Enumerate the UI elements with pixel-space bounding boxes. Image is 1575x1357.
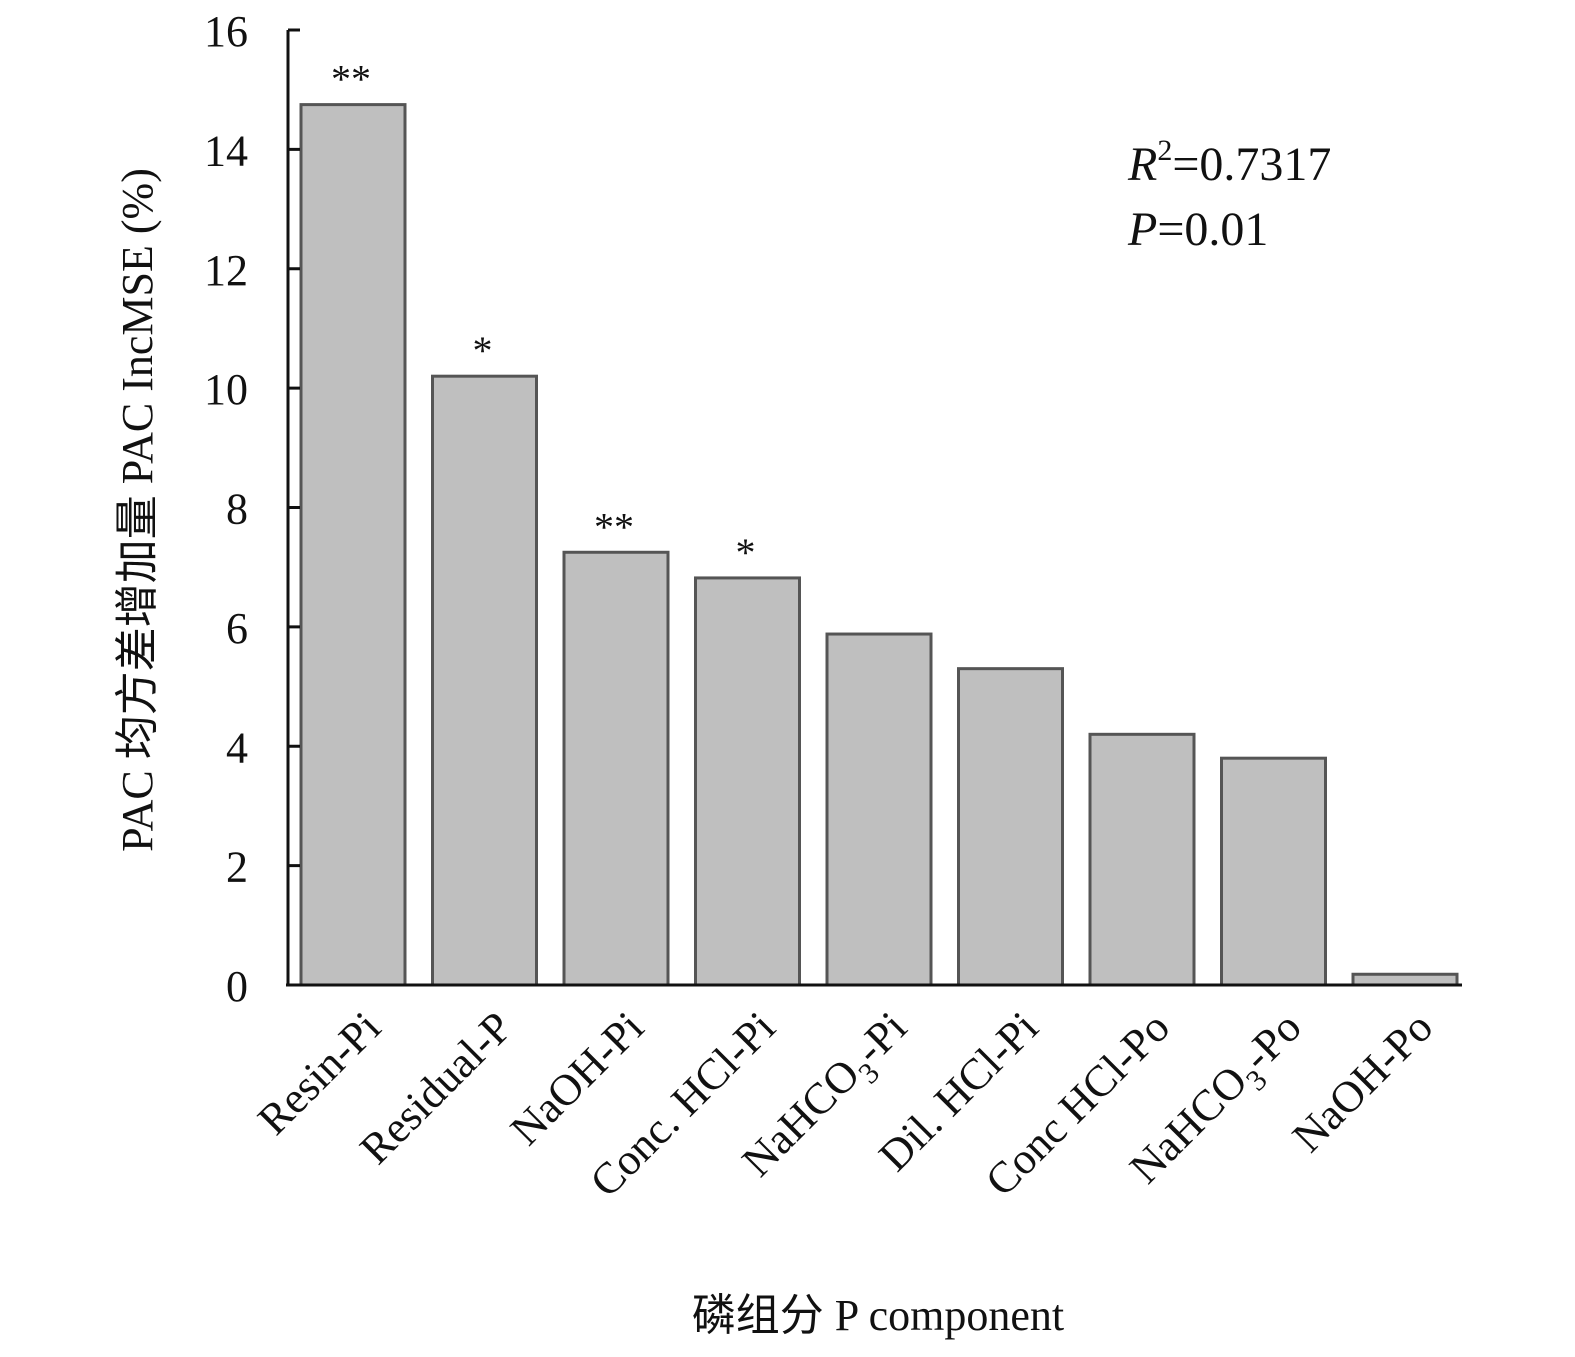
p-value-annotation: P=0.01: [1127, 203, 1268, 256]
significance-marker: **: [331, 57, 371, 102]
y-tick-label: 8: [226, 485, 248, 534]
y-tick-label: 10: [204, 365, 248, 414]
bar: [299, 103, 407, 987]
bar: [1220, 756, 1327, 987]
x-axis-title: 磷组分 P component: [692, 1291, 1064, 1340]
y-tick-label: 16: [204, 7, 248, 56]
bar: [694, 576, 801, 987]
category-label-text: NaHCO: [1120, 1056, 1257, 1193]
x-category-label: NaOH-Po: [1283, 1002, 1442, 1161]
r-superscript: 2: [1157, 134, 1172, 167]
y-axis-title: PAC 均方差增加量 PAC IncMSE (%): [113, 168, 162, 852]
significance-marker: *: [736, 530, 756, 575]
p-value: =0.01: [1157, 203, 1268, 256]
y-tick-label: 6: [226, 604, 248, 653]
significance-marker: *: [473, 328, 493, 373]
y-tick-label: 12: [204, 246, 248, 295]
r-squared-value: =0.7317: [1172, 138, 1331, 191]
bar: [562, 550, 670, 987]
bar: [431, 374, 538, 987]
bar: [1351, 972, 1459, 987]
y-axis-ticks: 0 2 4 6 8 10 12 14 16: [204, 7, 300, 1011]
y-tick-label: 0: [226, 962, 248, 1011]
bar: [825, 632, 933, 987]
p-symbol: P: [1127, 203, 1157, 256]
y-tick-label: 4: [226, 723, 248, 772]
bars: [299, 103, 1459, 987]
r-squared-annotation: R2=0.7317: [1127, 134, 1331, 191]
category-label-text: NaOH-Po: [1283, 1002, 1442, 1161]
bar: [1088, 732, 1196, 987]
category-label-text: NaHCO: [733, 1049, 870, 1186]
r-symbol: R: [1127, 138, 1157, 191]
y-tick-label: 2: [226, 843, 248, 892]
bar: [957, 667, 1064, 987]
significance-markers: ******: [331, 57, 756, 575]
y-tick-label: 14: [204, 126, 248, 175]
significance-marker: **: [594, 504, 634, 549]
